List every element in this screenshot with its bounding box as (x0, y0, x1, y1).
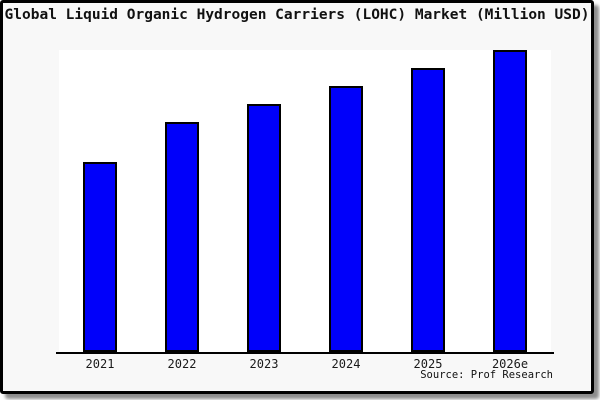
x-tick-label-2024: 2024 (331, 357, 361, 371)
x-axis-labels: 2021 2022 2023 2024 2025 2026e (59, 357, 551, 371)
bar-2026e (493, 50, 527, 352)
bar-2022 (165, 122, 199, 352)
x-tick-label-2025: 2025 (413, 357, 443, 371)
plot-area (59, 50, 551, 352)
x-tick-label-2022: 2022 (167, 357, 197, 371)
chart-title: Global Liquid Organic Hydrogen Carriers … (4, 7, 590, 23)
x-tick-label-2021: 2021 (85, 357, 115, 371)
x-tick-label-2023: 2023 (249, 357, 279, 371)
bar-2023 (247, 104, 281, 352)
bar-2021 (83, 162, 117, 352)
bar-2025 (411, 68, 445, 352)
chart-frame: Global Liquid Organic Hydrogen Carriers … (0, 0, 594, 394)
x-axis-line (56, 352, 554, 354)
source-credit: Source: Prof Research (420, 369, 553, 381)
bar-2024 (329, 86, 363, 352)
x-tick-label-2026e: 2026e (491, 357, 529, 371)
